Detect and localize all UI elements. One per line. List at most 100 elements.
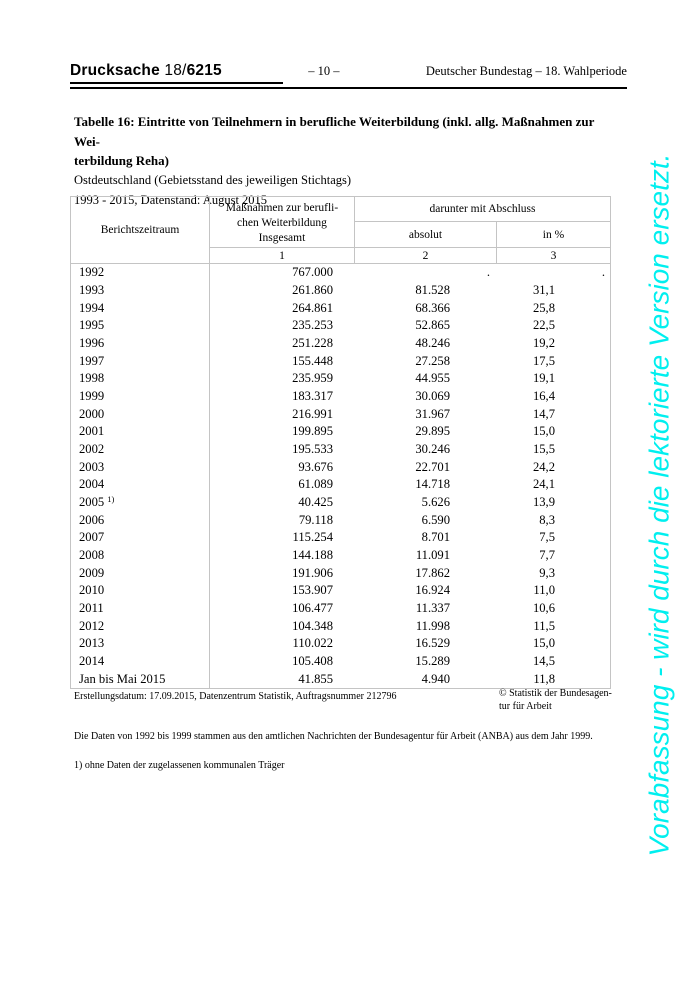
data-table: Berichtszeitraum Maßnahmen zur berufli- …	[70, 196, 611, 689]
abs-cell: 11.998	[415, 618, 450, 633]
table-row: 2007 115.254 8.701 7,5	[71, 529, 610, 547]
footnote-marker: 1)	[107, 493, 115, 504]
total-cell: 144.188	[292, 548, 333, 563]
total-cell: 251.228	[292, 336, 333, 351]
period-cell: 1997	[71, 352, 210, 371]
period-cell: 2005 1)	[71, 494, 210, 512]
period-cell: 2001	[71, 423, 210, 441]
period-cell: 2004	[71, 476, 210, 494]
total-cell: 104.348	[292, 618, 333, 633]
header-massnahmen-line2: chen Weiterbildung	[237, 216, 327, 229]
title-block: Tabelle 16: Eintritte von Teilnehmern in…	[74, 112, 622, 211]
abs-cell: 30.069	[415, 389, 450, 404]
drucksache-underline	[70, 82, 283, 84]
period-cell: 2013	[71, 635, 210, 653]
table-row: 1998 235.959 44.955 19,1	[71, 370, 610, 388]
pct-cell: 16,4	[532, 389, 555, 404]
period-cell: 1994	[71, 299, 210, 318]
total-cell: 216.991	[292, 406, 333, 421]
period-cell: 2012	[71, 617, 210, 636]
period-cell: 2011	[71, 599, 210, 618]
copyright-note: © Statistik der Bundesagen- tur für Arbe…	[499, 687, 621, 713]
table-row: 2011 106.477 11.337 10,6	[71, 599, 610, 618]
total-cell: 191.906	[292, 565, 333, 580]
period-cell: 2003	[71, 458, 210, 477]
period-cell: 1995	[71, 317, 210, 335]
total-cell: 110.022	[292, 636, 333, 651]
creation-note: Erstellungsdatum: 17.09.2015, Datenzentr…	[74, 691, 397, 702]
footnote-1: 1) ohne Daten der zugelassenen kommunale…	[74, 760, 285, 771]
total-cell: 79.118	[298, 512, 333, 527]
abs-cell: 27.258	[415, 353, 450, 368]
table-row: 1993 261.860 81.528 31,1	[71, 281, 610, 300]
abs-cell: 6.590	[421, 512, 450, 527]
period-cell: 2008	[71, 546, 210, 565]
table-row: 2012 104.348 11.998 11,5	[71, 617, 610, 636]
period-cell: 2006	[71, 511, 210, 530]
pct-cell: 14,7	[532, 406, 555, 421]
table-row: 2008 144.188 11.091 7,7	[71, 546, 610, 565]
header-massnahmen-line3: Insgesamt	[258, 231, 306, 244]
table-row: 1999 183.317 30.069 16,4	[71, 387, 610, 406]
abs-cell: 11.091	[415, 548, 450, 563]
doc-label: Drucksache	[70, 62, 160, 79]
table-row: 1994 264.861 68.366 25,8	[71, 299, 610, 318]
pct-cell: 8,3	[539, 512, 555, 527]
total-cell: 61.089	[298, 477, 333, 492]
pct-cell: 7,7	[539, 548, 555, 563]
abs-cell: 5.626	[421, 495, 450, 510]
pct-cell: 25,8	[532, 300, 555, 315]
total-cell: 105.408	[292, 654, 333, 669]
table-row: 2003 93.676 22.701 24,2	[71, 458, 610, 477]
total-cell: 115.254	[292, 530, 333, 545]
abs-cell: 44.955	[415, 371, 450, 386]
total-cell: 155.448	[292, 353, 333, 368]
table-title-line2: terbildung Reha)	[74, 153, 169, 169]
table-row: 2000 216.991 31.967 14,7	[71, 405, 610, 424]
header-colnum-1: 1	[210, 247, 355, 263]
table-row: Jan bis Mai 2015 41.855 4.940 11,8	[71, 670, 610, 689]
pct-cell: 19,2	[532, 336, 555, 351]
total-cell: 195.533	[292, 442, 333, 457]
abs-cell: 68.366	[415, 300, 450, 315]
header-in-prozent: in %	[542, 228, 565, 241]
table-row: 2006 79.118 6.590 8,3	[71, 511, 610, 530]
pct-cell: .	[601, 265, 605, 280]
doc-number: Drucksache 18/6215	[70, 62, 222, 80]
period-cell: 1999	[71, 387, 210, 406]
header-massnahmen: Maßnahmen zur berufli- chen Weiterbildun…	[210, 197, 355, 247]
bundestag-label: Deutscher Bundestag – 18. Wahlperiode	[425, 64, 627, 78]
abs-cell: 22.701	[415, 459, 450, 474]
total-cell: 153.907	[292, 583, 333, 598]
header-group-abschluss: darunter mit Abschluss	[355, 197, 610, 222]
total-cell: 235.959	[292, 371, 333, 386]
total-cell: 183.317	[292, 389, 333, 404]
period-cell: 2009	[71, 564, 210, 583]
pct-cell: 22,5	[532, 318, 555, 333]
total-cell: 106.477	[292, 601, 333, 616]
table-row: 2009 191.906 17.862 9,3	[71, 564, 610, 583]
doc-number-bold: 6215	[186, 62, 222, 79]
header-colnum-3: 3	[497, 247, 610, 263]
period-cell: 1996	[71, 334, 210, 353]
copyright-line1: © Statistik der Bundesagen-	[499, 688, 612, 699]
table-subtitle-region: Ostdeutschland (Gebietsstand des jeweili…	[74, 173, 352, 188]
pct-cell: 15,5	[532, 442, 555, 457]
period-cell: 2007	[71, 529, 210, 547]
table-row: 1992 767.000..	[71, 264, 610, 282]
pct-cell: 17,5	[532, 353, 555, 368]
abs-cell: 29.895	[415, 424, 450, 439]
pct-cell: 9,3	[539, 565, 555, 580]
pct-cell: 14,5	[532, 654, 555, 669]
doc-number-prefix: 18/	[164, 62, 187, 79]
table-row: 2013 110.022 16.529 15,0	[71, 635, 610, 653]
pct-cell: 10,6	[532, 601, 555, 616]
total-cell: 41.855	[298, 671, 333, 686]
total-cell: 93.676	[298, 459, 333, 474]
header-massnahmen-line1: Maßnahmen zur berufli-	[225, 201, 339, 214]
pct-cell: 11,8	[533, 671, 555, 686]
abs-cell: 16.529	[415, 636, 450, 651]
abs-cell: 48.246	[415, 336, 450, 351]
table-row: 2014 105.408 15.289 14,5	[71, 652, 610, 671]
table-row: 2005 1) 40.425 5.626 13,9	[71, 494, 610, 512]
